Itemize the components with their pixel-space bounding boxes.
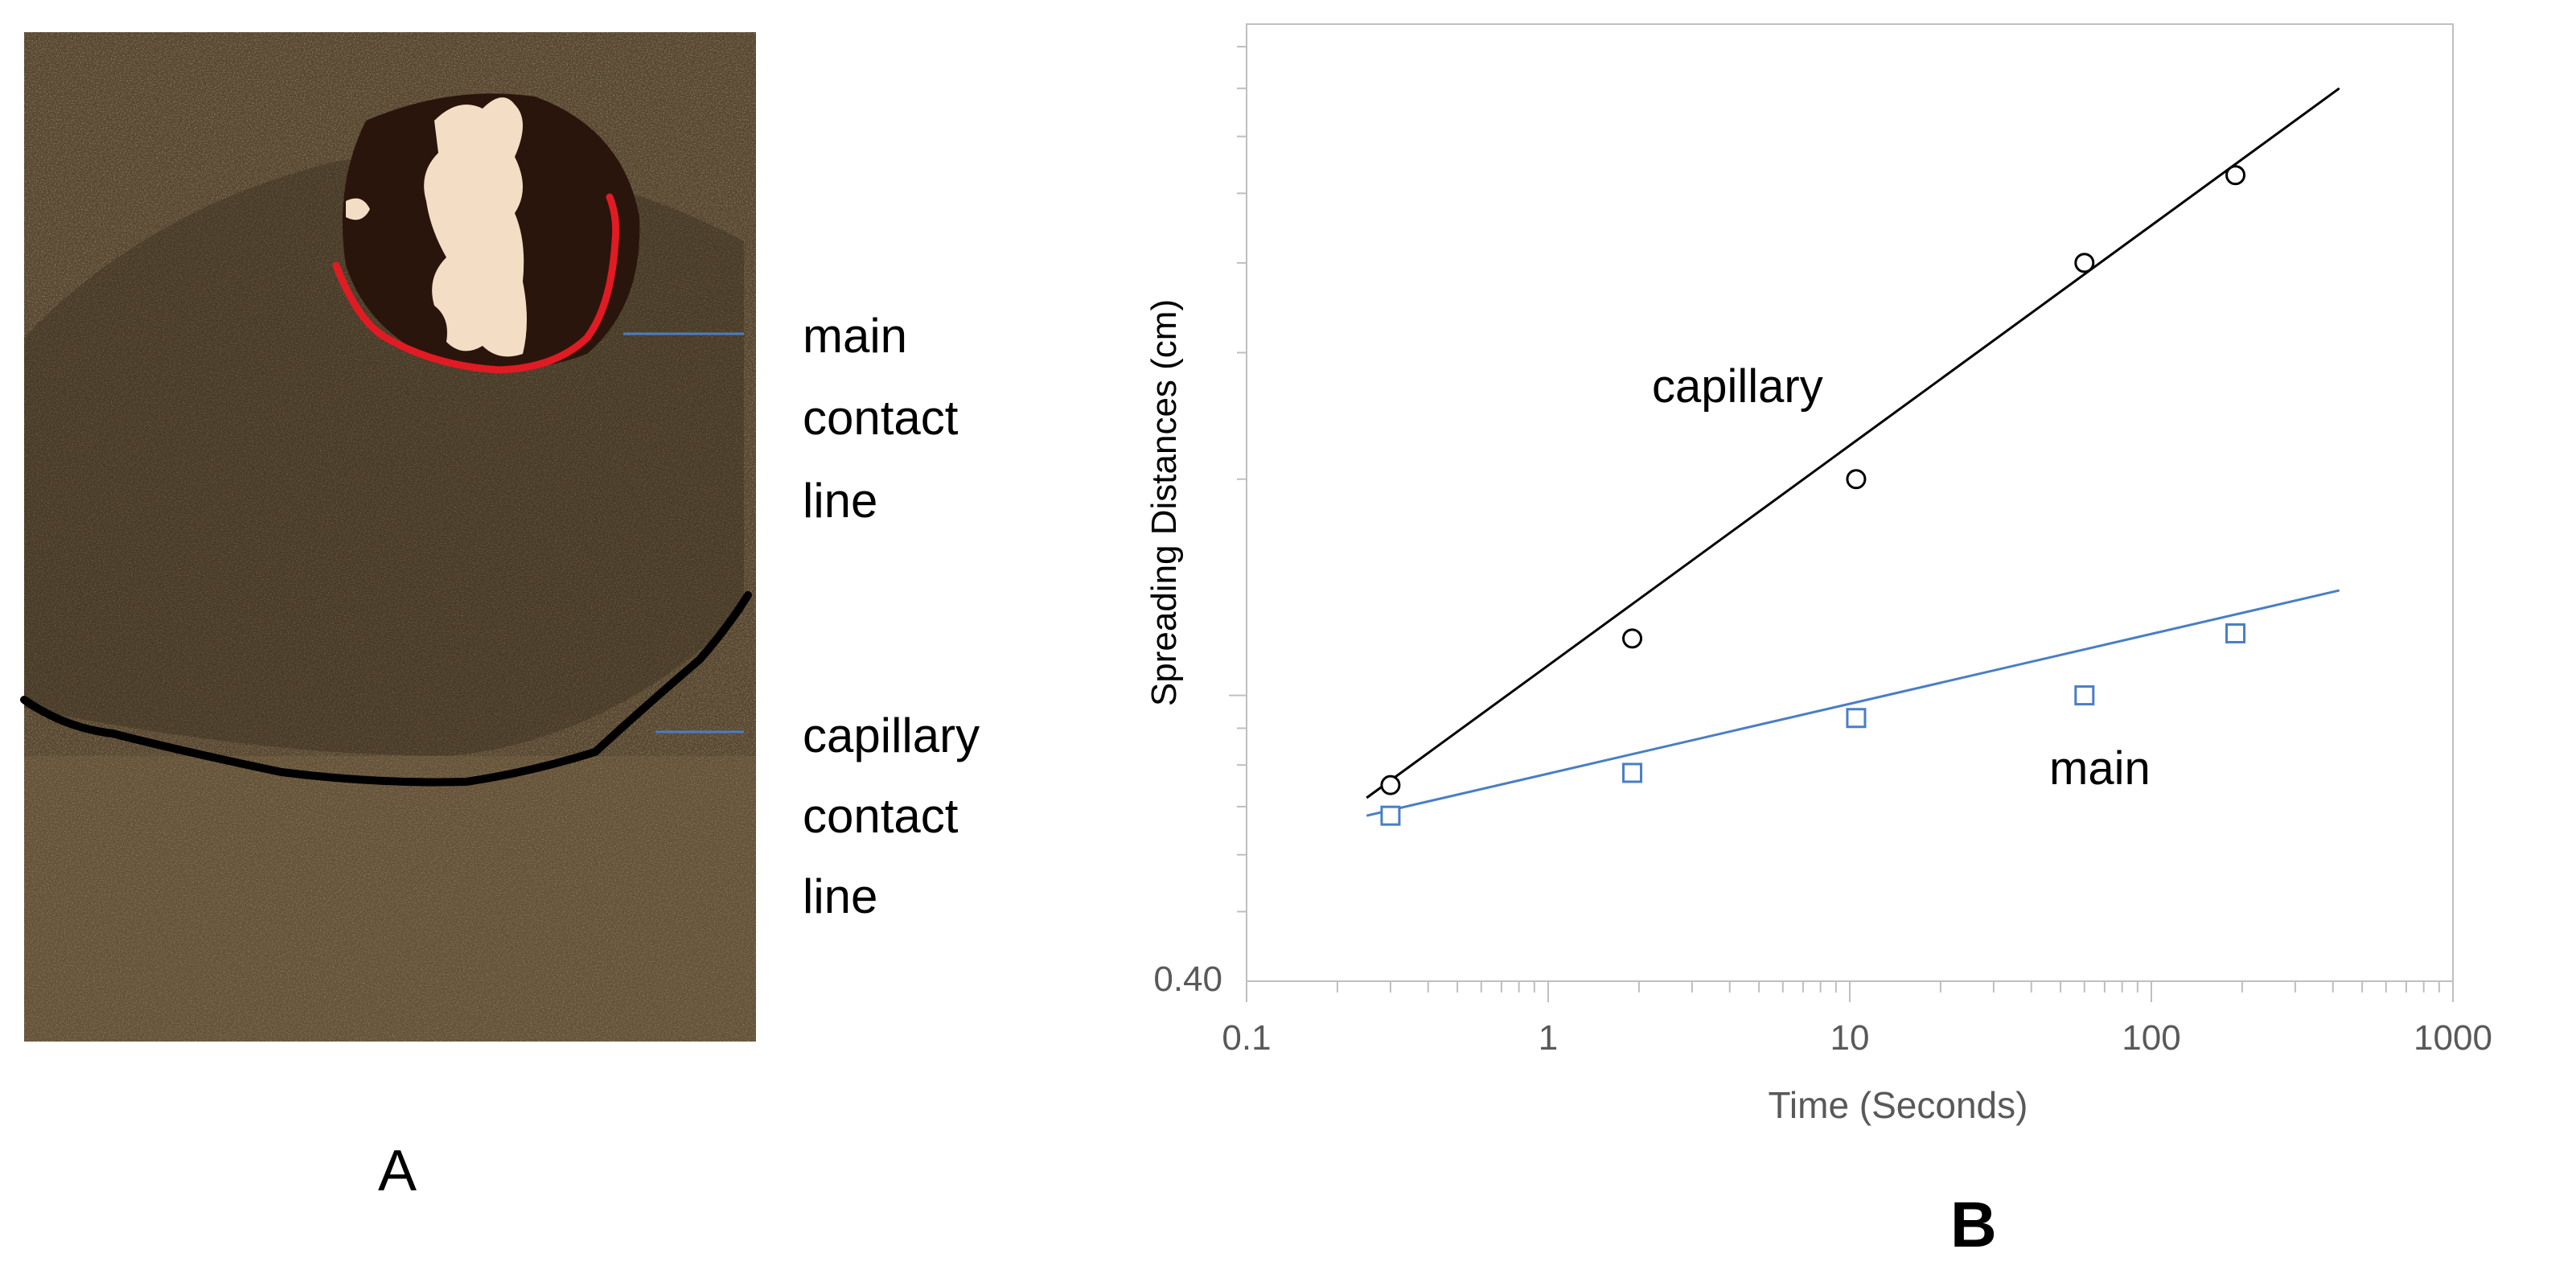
capillary-point [1380, 775, 1401, 795]
liquid-speck [346, 198, 370, 220]
liquid-patch [424, 97, 527, 357]
y-axis-ticks [1229, 46, 1247, 913]
capillary-point [2074, 253, 2095, 273]
plot-frame [1246, 23, 2454, 982]
panel-a-label: A [378, 1139, 417, 1203]
x-axis-ticks [1246, 981, 2454, 1002]
main-fit-line [1366, 589, 2340, 817]
y-axis-min-label: 0.40 [1153, 960, 1222, 999]
capillary-point [1622, 628, 1643, 649]
main-point [1622, 762, 1643, 783]
capillary-point [2225, 165, 2246, 186]
main-point [2225, 623, 2246, 643]
fit-lines [1366, 87, 2340, 817]
main-point [1380, 805, 1401, 826]
series-label-main: main [2049, 742, 2151, 795]
x-tick-label: 100 [2122, 1018, 2180, 1058]
x-tick-label: 1 [1539, 1018, 1558, 1058]
x-axis-tick-labels: 0.1 1 10 100 1000 [1222, 1018, 2492, 1058]
main-point [2074, 685, 2095, 706]
photo-figure: main contact line capillary contact line… [20, 32, 980, 1203]
panel-b-label: B [1950, 1189, 1997, 1260]
x-tick-label: 1000 [2414, 1018, 2492, 1058]
capillary-label-line-1: capillary [803, 709, 980, 762]
capillary-label-line-3: line [803, 869, 877, 923]
x-tick-label: 0.1 [1222, 1018, 1271, 1058]
panel-b: 0.1 1 10 100 1000 0.40 Time (Seconds) Spread… [1126, 0, 2576, 1274]
main-point [1846, 708, 1867, 729]
x-axis-title: Time (Seconds) [1769, 1084, 2028, 1126]
y-axis-title: Spreading Distances (cm) [1144, 299, 1184, 706]
capillary-point [1846, 469, 1867, 490]
capillary-fit-line [1366, 87, 2340, 799]
x-tick-label: 10 [1830, 1018, 1870, 1058]
capillary-contact-contour [20, 591, 752, 787]
series-label-capillary: capillary [1652, 360, 1823, 413]
main-label-line-1: main [803, 309, 907, 363]
main-contact-contour [332, 193, 620, 374]
data-markers [1380, 165, 2246, 826]
capillary-label-line-2: contact [803, 789, 959, 843]
main-label-line-3: line [803, 474, 877, 528]
dry-zone [24, 756, 756, 1042]
panel-a: main contact line capillary contact line… [0, 0, 1126, 1274]
main-label-line-2: contact [803, 391, 959, 445]
spreading-chart: 0.1 1 10 100 1000 0.40 Time (Seconds) Spread… [1144, 23, 2492, 1260]
